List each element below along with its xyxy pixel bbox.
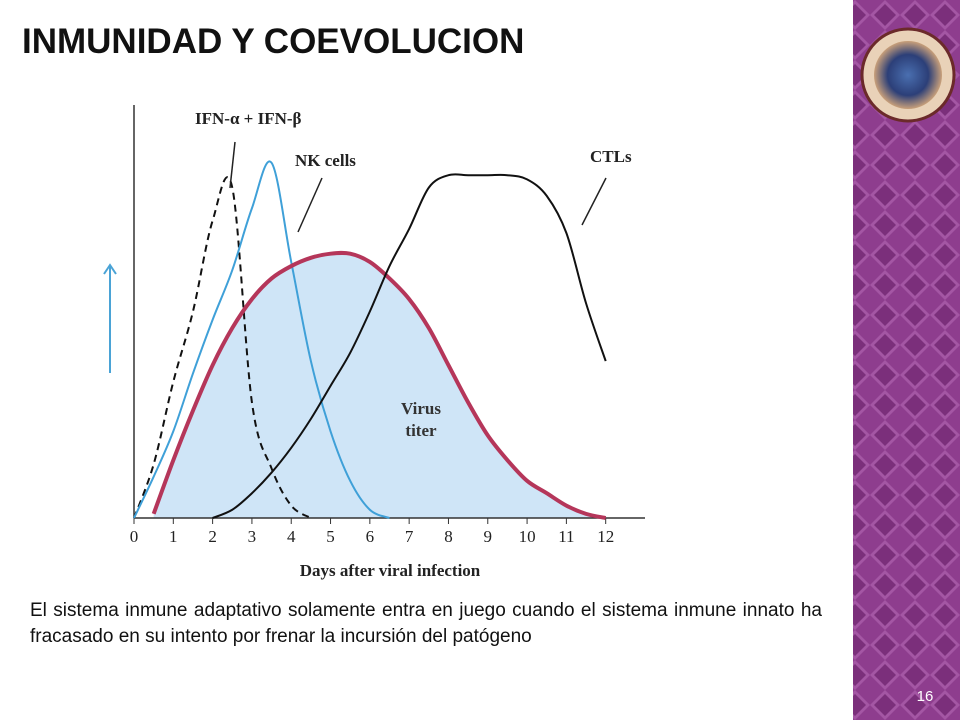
up-arrow (103, 263, 117, 373)
x-tick-label: 7 (405, 527, 414, 546)
label-pointer (581, 177, 607, 226)
x-tick-label: 5 (326, 527, 335, 546)
series-line (133, 160, 390, 519)
x-tick-label: 11 (558, 527, 574, 546)
x-tick-label: 1 (169, 527, 178, 546)
x-tick-label: 0 (130, 527, 139, 546)
series-line (133, 176, 312, 519)
x-axis-label: Days after viral infection (300, 561, 481, 580)
series-label: Virus titer (401, 399, 441, 440)
x-tick-label: 9 (484, 527, 493, 546)
x-tick-label: 3 (248, 527, 257, 546)
area (153, 252, 606, 518)
slide-number: 16 (916, 688, 934, 705)
label-pointer (297, 177, 323, 233)
x-tick-label: 2 (208, 527, 217, 546)
x-tick-label: 10 (519, 527, 536, 546)
label-pointer (229, 141, 236, 189)
series-line (151, 250, 607, 520)
series-line (212, 173, 607, 519)
x-tick-label: 8 (444, 527, 453, 546)
slide-title: INMUNIDAD Y COEVOLUCION (22, 22, 525, 61)
x-tick-label: 12 (597, 527, 614, 546)
series-label: CTLs (590, 147, 632, 166)
series-label: IFN-α + IFN-β (195, 109, 302, 128)
x-tick-label: 6 (366, 527, 375, 546)
x-tick-label: 4 (287, 527, 296, 546)
series-label: NK cells (295, 151, 356, 170)
chart: Days after viral infection 0 1 2 3 4 5 6 7 8 9 10 1… (103, 105, 645, 580)
body-text: El sistema inmune adaptativo solamente e… (30, 600, 822, 647)
